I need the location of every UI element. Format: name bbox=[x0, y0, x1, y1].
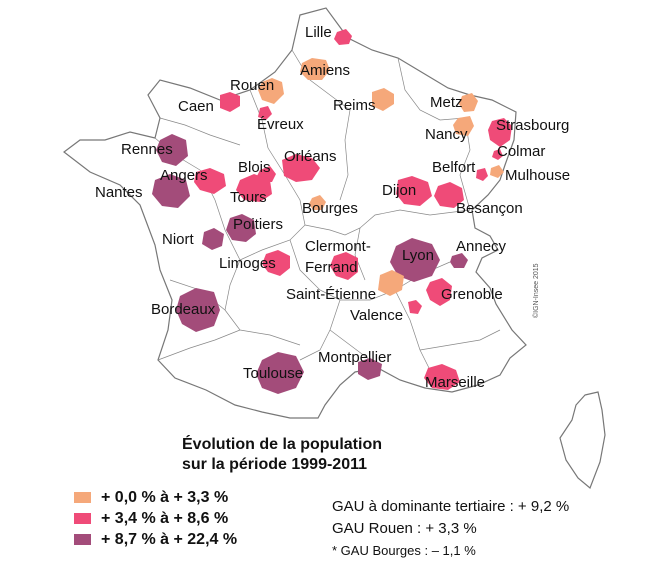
city-label-lyon: Lyon bbox=[402, 247, 434, 264]
urban-area-lyon bbox=[390, 238, 440, 282]
legend-swatch bbox=[74, 492, 91, 503]
legend-label: + 8,7 % à + 22,4 % bbox=[101, 530, 238, 548]
urban-area-angers bbox=[194, 168, 226, 194]
city-label-reims: Reims bbox=[333, 97, 376, 114]
urban-area-saint-etienne bbox=[378, 270, 404, 296]
legend-item: + 8,7 % à + 22,4 % bbox=[74, 530, 237, 549]
city-label-grenoble: Grenoble bbox=[441, 286, 503, 303]
urban-area-dijon bbox=[396, 176, 432, 206]
urban-area-rennes bbox=[156, 134, 188, 166]
city-label-bourges: Bourges bbox=[302, 200, 358, 217]
legend-swatch bbox=[74, 513, 91, 524]
urban-area-grenoble bbox=[426, 278, 452, 306]
corsica-outline bbox=[559, 391, 606, 489]
copyright-credit: ©IGN-Insee 2015 bbox=[532, 263, 540, 318]
city-label-dijon: Dijon bbox=[382, 182, 416, 199]
map-title-line-1: Évolution de la population bbox=[182, 436, 382, 453]
urban-area-niort bbox=[202, 228, 224, 250]
city-label-bordeaux: Bordeaux bbox=[151, 301, 216, 318]
city-label-metz: Metz bbox=[430, 94, 463, 111]
urban-area-caen bbox=[220, 92, 240, 112]
urban-area-poitiers bbox=[226, 214, 256, 242]
city-label-besancon: Besançon bbox=[456, 200, 523, 217]
urban-areas bbox=[152, 29, 512, 394]
urban-area-reims bbox=[372, 88, 394, 111]
city-label-montpellier: Montpellier bbox=[318, 349, 391, 366]
urban-area-belfort bbox=[476, 168, 488, 181]
urban-area-nantes bbox=[152, 174, 190, 208]
urban-area-evreux bbox=[258, 106, 272, 120]
urban-area-rouen bbox=[258, 78, 284, 104]
city-label-poitiers: Poitiers bbox=[233, 216, 283, 233]
urban-area-bourges bbox=[309, 195, 326, 210]
region-borders bbox=[154, 49, 501, 371]
urban-area-tours bbox=[236, 174, 272, 202]
city-label-nantes: Nantes bbox=[95, 184, 143, 201]
legend-label: + 3,4 % à + 8,6 % bbox=[101, 509, 229, 527]
city-labels: Lille Amiens Rouen Caen Évreux Reims Met… bbox=[95, 24, 570, 391]
urban-area-clermont-ferrand bbox=[330, 252, 358, 280]
city-label-blois: Blois bbox=[238, 159, 271, 176]
city-label-belfort: Belfort bbox=[432, 159, 476, 176]
urban-area-amiens bbox=[300, 58, 330, 80]
note-tertiary: GAU à dominante tertiaire : + 9,2 % bbox=[332, 498, 570, 515]
urban-area-orleans bbox=[282, 154, 320, 182]
map-title: Évolution de la population sur la périod… bbox=[182, 435, 442, 475]
urban-area-strasbourg bbox=[488, 118, 512, 147]
city-label-marseille: Marseille bbox=[425, 374, 485, 391]
urban-area-limoges bbox=[262, 250, 290, 276]
city-label-nancy: Nancy bbox=[425, 126, 468, 143]
city-label-clermont: Clermont- bbox=[305, 238, 371, 255]
city-label-rennes: Rennes bbox=[121, 141, 173, 158]
city-label-valence: Valence bbox=[350, 307, 403, 324]
city-label-evreux: Évreux bbox=[257, 116, 304, 133]
city-label-colmar: Colmar bbox=[497, 143, 545, 160]
city-label-orleans: Orléans bbox=[284, 148, 337, 165]
urban-area-montpellier bbox=[358, 358, 382, 380]
city-label-saint-etienne: Saint-Étienne bbox=[286, 286, 376, 303]
city-label-niort: Niort bbox=[162, 231, 195, 248]
urban-area-lille bbox=[334, 29, 352, 45]
city-label-mulhouse: Mulhouse bbox=[505, 167, 570, 184]
urban-area-mulhouse bbox=[490, 165, 504, 178]
city-label-angers: Angers bbox=[160, 167, 208, 184]
legend-item: + 0,0 % à + 3,3 % bbox=[74, 488, 237, 507]
legend-item: + 3,4 % à + 8,6 % bbox=[74, 509, 237, 528]
city-label-toulouse: Toulouse bbox=[243, 365, 303, 382]
city-label-rouen: Rouen bbox=[230, 77, 274, 94]
urban-area-nancy bbox=[453, 116, 474, 136]
city-label-ferrand: Ferrand bbox=[305, 259, 358, 276]
urban-area-metz bbox=[459, 93, 478, 112]
city-label-caen: Caen bbox=[178, 98, 214, 115]
legend-swatch bbox=[74, 534, 91, 545]
map-title-line-2: sur la période 1999-2011 bbox=[182, 456, 367, 473]
urban-area-marseille bbox=[424, 364, 460, 390]
urban-area-annecy bbox=[450, 253, 468, 268]
city-label-lille: Lille bbox=[305, 24, 332, 41]
urban-area-colmar bbox=[492, 149, 503, 160]
note-rouen: GAU Rouen : + 3,3 % bbox=[332, 520, 477, 537]
urban-area-toulouse bbox=[256, 352, 304, 394]
city-label-strasbourg: Strasbourg bbox=[496, 117, 569, 134]
legend: + 0,0 % à + 3,3 % + 3,4 % à + 8,6 % + 8,… bbox=[74, 488, 237, 551]
urban-area-bordeaux bbox=[176, 288, 220, 332]
note-bourges: * GAU Bourges : – 1,1 % bbox=[332, 543, 476, 558]
city-label-limoges: Limoges bbox=[219, 255, 276, 272]
city-label-amiens: Amiens bbox=[300, 62, 350, 79]
urban-area-besancon bbox=[434, 182, 464, 208]
notes: GAU à dominante tertiaire : + 9,2 % GAU … bbox=[332, 496, 569, 562]
city-label-tours: Tours bbox=[230, 189, 267, 206]
legend-label: + 0,0 % à + 3,3 % bbox=[101, 488, 229, 506]
city-label-annecy: Annecy bbox=[456, 238, 507, 255]
urban-area-valence bbox=[408, 300, 422, 314]
